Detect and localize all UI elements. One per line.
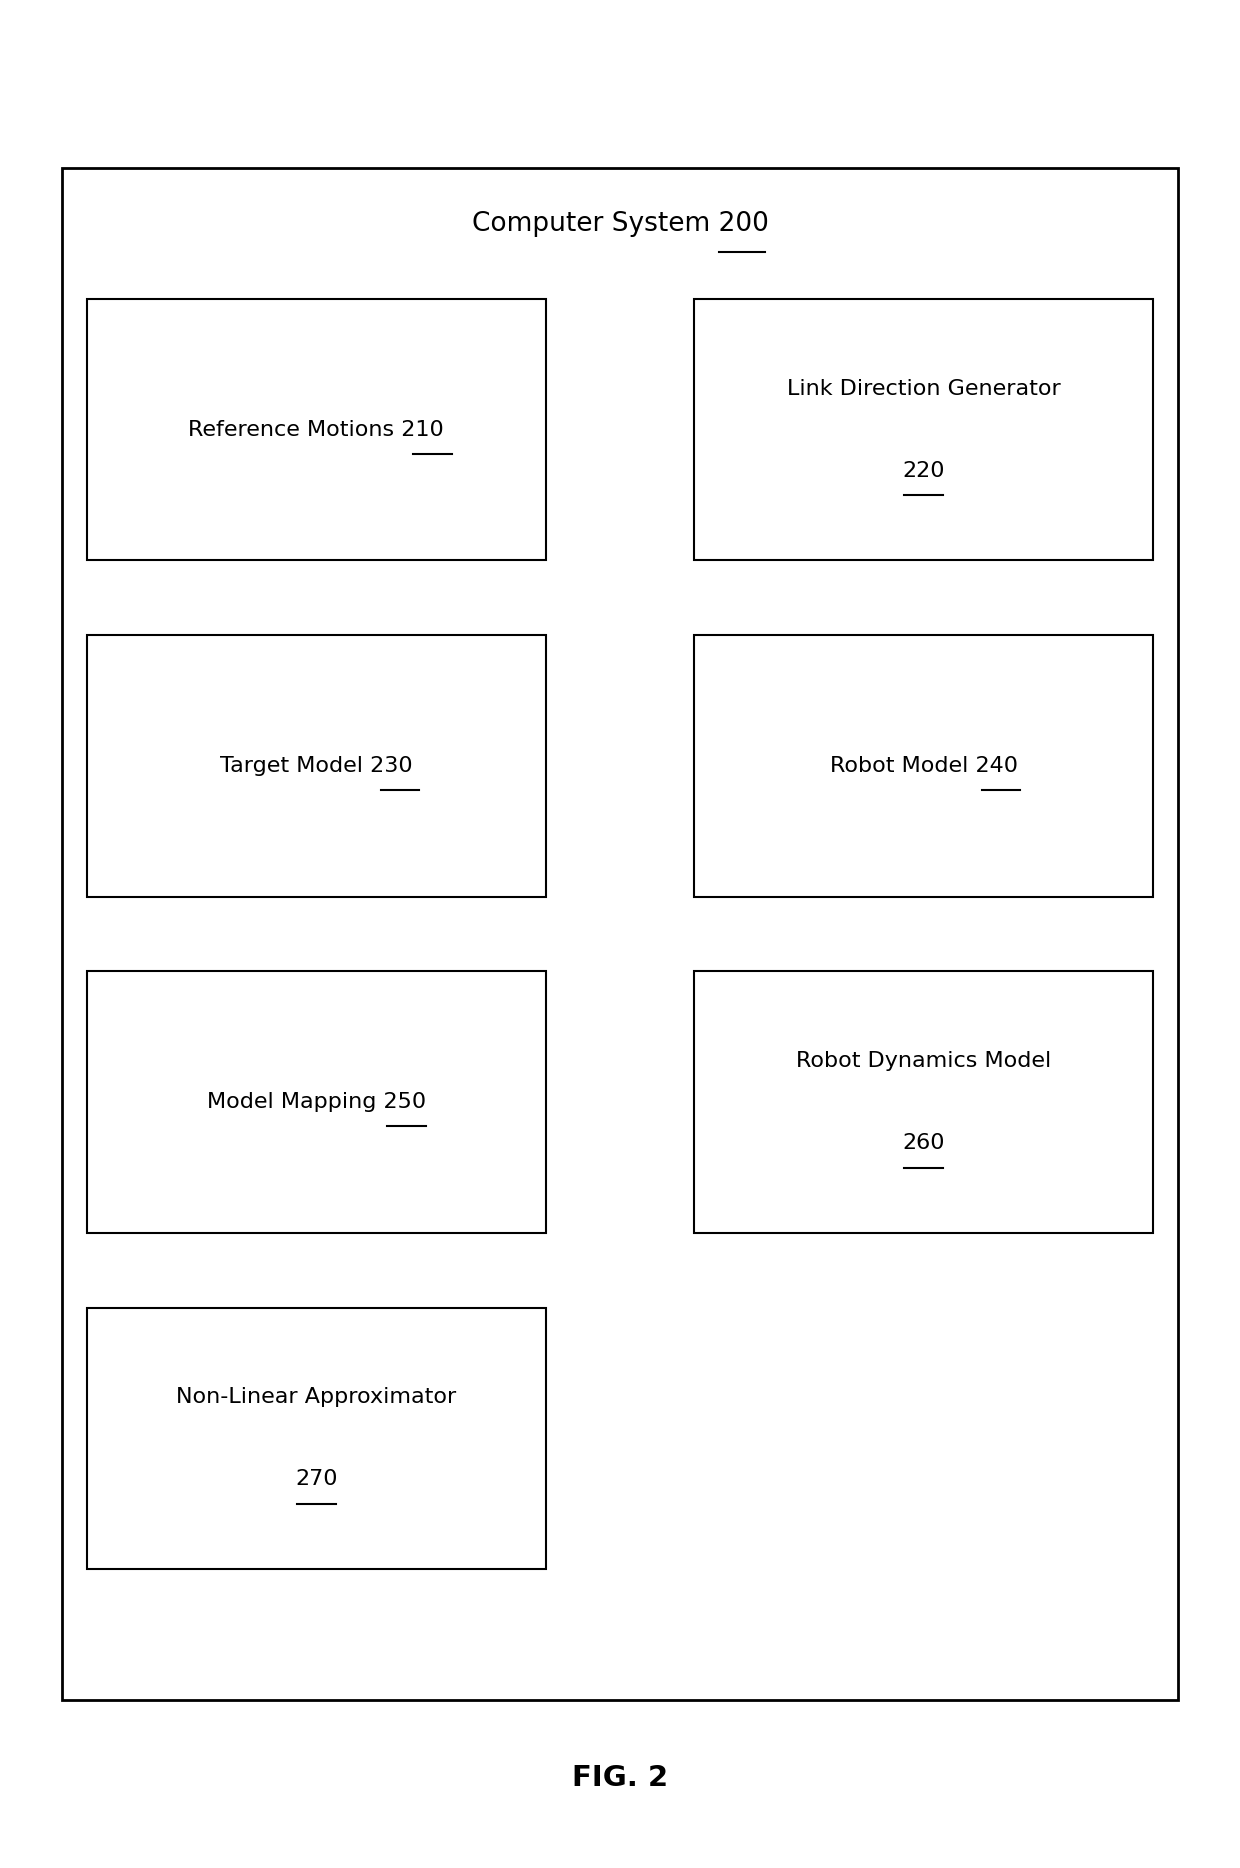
Bar [694,971,1153,1233]
Bar [694,299,1153,560]
Bar [87,971,546,1233]
Text: Robot Dynamics Model: Robot Dynamics Model [796,1052,1052,1070]
Text: Computer System 200: Computer System 200 [471,211,769,237]
Bar [62,168,1178,1700]
Text: Reference Motions 210: Reference Motions 210 [188,420,444,439]
Text: 220: 220 [903,461,945,480]
Bar [87,299,546,560]
Text: 260: 260 [903,1134,945,1153]
Bar [694,635,1153,897]
Bar [87,635,546,897]
Text: Link Direction Generator: Link Direction Generator [787,379,1060,398]
Text: Non-Linear Approximator: Non-Linear Approximator [176,1388,456,1407]
Text: FIG. 2: FIG. 2 [572,1765,668,1791]
Text: Target Model 230: Target Model 230 [219,757,413,775]
Bar [87,1308,546,1569]
Text: 270: 270 [295,1470,337,1489]
Text: Model Mapping 250: Model Mapping 250 [207,1093,425,1111]
Text: Robot Model 240: Robot Model 240 [830,757,1018,775]
